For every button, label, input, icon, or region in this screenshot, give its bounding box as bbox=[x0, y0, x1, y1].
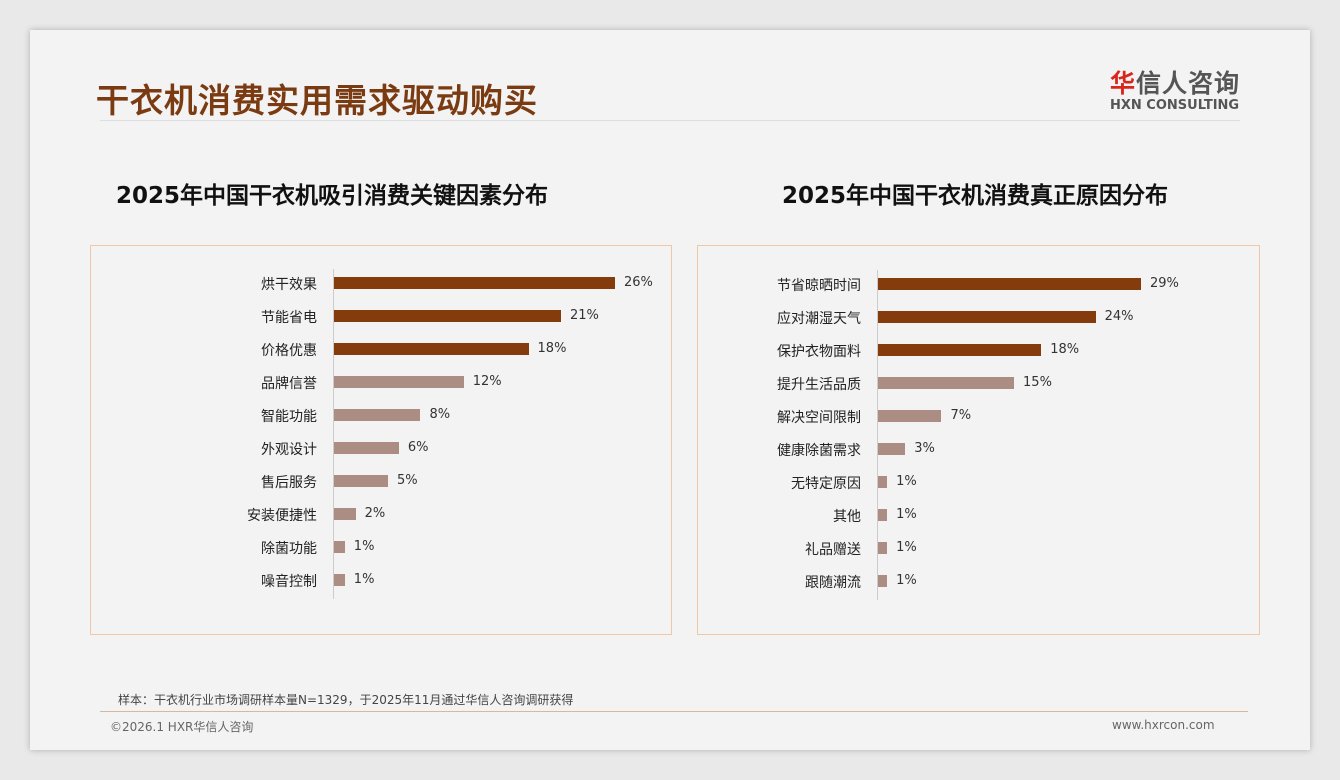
data-label: 15% bbox=[1023, 375, 1052, 390]
bar bbox=[878, 542, 888, 554]
data-label: 7% bbox=[950, 408, 972, 423]
data-label: 8% bbox=[429, 407, 451, 422]
bar bbox=[878, 443, 906, 455]
category-label: 跟随潮流 bbox=[805, 575, 861, 591]
bar bbox=[878, 278, 1141, 290]
bar bbox=[334, 475, 389, 487]
data-label: 1% bbox=[353, 539, 375, 554]
bar bbox=[334, 343, 529, 355]
bar bbox=[334, 409, 421, 421]
slide: 干衣机消费实用需求驱动购买 华信人咨询 HXN CONSULTING 2025年… bbox=[30, 30, 1310, 750]
y-axis-line bbox=[333, 269, 334, 599]
bar bbox=[878, 509, 888, 521]
page-title: 干衣机消费实用需求驱动购买 bbox=[96, 81, 538, 120]
category-label: 噪音控制 bbox=[261, 574, 317, 590]
bar bbox=[334, 541, 345, 553]
category-label: 应对潮湿天气 bbox=[777, 311, 861, 327]
data-label: 1% bbox=[353, 572, 375, 587]
data-label: 2% bbox=[364, 506, 386, 521]
data-label: 6% bbox=[407, 440, 429, 455]
bar bbox=[878, 377, 1015, 389]
category-label: 其他 bbox=[833, 509, 861, 525]
category-label: 健康除菌需求 bbox=[777, 443, 861, 459]
bar bbox=[878, 311, 1096, 323]
website: www.hxrcon.com bbox=[1112, 718, 1215, 732]
bar bbox=[334, 310, 561, 322]
category-label: 智能功能 bbox=[261, 409, 317, 425]
chart-panel-right bbox=[697, 245, 1260, 635]
data-label: 24% bbox=[1104, 309, 1134, 324]
bar bbox=[878, 344, 1042, 356]
category-label: 售后服务 bbox=[261, 475, 317, 491]
data-label: 29% bbox=[1150, 276, 1179, 291]
category-label: 礼品赠送 bbox=[805, 542, 861, 558]
logo-mark: 华 bbox=[1110, 69, 1137, 98]
data-label: 1% bbox=[896, 507, 917, 522]
logo-en: HXN CONSULTING bbox=[1110, 98, 1240, 113]
category-label: 保护衣物面料 bbox=[777, 344, 861, 360]
data-label: 12% bbox=[472, 374, 502, 389]
copyright: ©2026.1 HXR华信人咨询 bbox=[110, 720, 254, 734]
category-label: 解决空间限制 bbox=[777, 410, 861, 426]
category-label: 烘干效果 bbox=[261, 277, 317, 293]
category-label: 节省晾晒时间 bbox=[777, 278, 861, 294]
category-label: 外观设计 bbox=[261, 442, 317, 458]
data-label: 1% bbox=[896, 474, 917, 489]
bar bbox=[878, 476, 888, 488]
category-label: 安装便捷性 bbox=[247, 508, 317, 524]
bar bbox=[334, 376, 464, 388]
bar bbox=[334, 442, 399, 454]
chart-title-left: 2025年中国干衣机吸引消费关键因素分布 bbox=[116, 183, 549, 209]
category-label: 无特定原因 bbox=[791, 476, 861, 492]
sample-note: 样本：干衣机行业市场调研样本量N=1329，于2025年11月通过华信人咨询调研… bbox=[118, 693, 574, 707]
bar bbox=[334, 277, 615, 289]
y-axis-line bbox=[877, 270, 878, 600]
data-label: 18% bbox=[537, 341, 567, 356]
category-label: 节能省电 bbox=[261, 310, 317, 326]
data-label: 3% bbox=[914, 441, 935, 456]
divider bbox=[100, 120, 1240, 121]
data-label: 5% bbox=[397, 473, 418, 488]
bar bbox=[334, 574, 345, 586]
bar bbox=[878, 410, 942, 422]
category-label: 提升生活品质 bbox=[777, 377, 861, 393]
bar bbox=[334, 508, 356, 520]
chart-title-right: 2025年中国干衣机消费真正原因分布 bbox=[782, 183, 1169, 209]
category-label: 除菌功能 bbox=[261, 541, 317, 557]
data-label: 21% bbox=[569, 308, 599, 323]
data-label: 18% bbox=[1050, 342, 1080, 357]
category-label: 价格优惠 bbox=[261, 343, 317, 359]
logo: 华信人咨询 HXN CONSULTING bbox=[1110, 64, 1240, 113]
data-label: 1% bbox=[896, 540, 917, 555]
data-label: 26% bbox=[624, 275, 653, 290]
footer-divider bbox=[100, 711, 1248, 712]
data-label: 1% bbox=[896, 573, 917, 588]
bar bbox=[878, 575, 888, 587]
category-label: 品牌信誉 bbox=[261, 376, 317, 392]
logo-text: 信人咨询 bbox=[1136, 69, 1241, 98]
